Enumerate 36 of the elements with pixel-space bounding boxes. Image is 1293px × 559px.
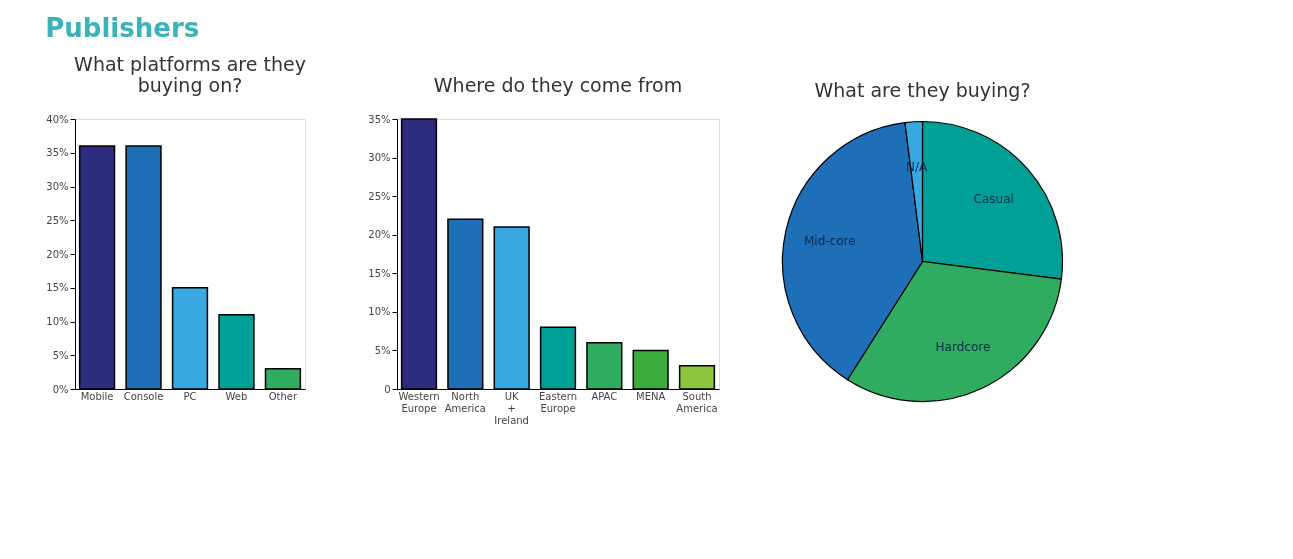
- y-tick-label: 30%: [46, 181, 69, 192]
- y-tick-label: 0: [384, 383, 391, 395]
- slice-label: Casual: [973, 191, 1014, 206]
- chart-title: What platforms are they buying on?: [74, 53, 306, 96]
- x-tick-label: Web: [225, 390, 248, 402]
- y-tick-label: 25%: [368, 190, 391, 202]
- text: Publishers: [45, 12, 200, 43]
- y-tick-label: 10%: [46, 316, 69, 327]
- x-tick-label: Console: [123, 390, 164, 402]
- chart-title: Where do they come from: [433, 74, 683, 96]
- y-tick-label: 20%: [46, 248, 69, 260]
- x-tick-label: APAC: [591, 390, 618, 402]
- y-tick-label: 35%: [46, 147, 69, 159]
- slice-label: Mid-core: [803, 233, 856, 248]
- x-tick-label: Western Europe: [398, 390, 440, 414]
- chart-title: What are they buying?: [814, 79, 1031, 101]
- x-tick-label: PC: [183, 390, 197, 402]
- slice-label: Hardcore: [935, 340, 991, 355]
- y-tick-label: 35%: [368, 113, 391, 125]
- y-tick-label: 25%: [46, 214, 69, 226]
- x-tick-label: South America: [676, 390, 718, 414]
- y-tick-label: 5%: [374, 344, 391, 356]
- x-tick-label: UK + Ireland: [494, 390, 529, 426]
- x-tick-label: North America: [444, 390, 486, 414]
- y-tick-label: 15%: [368, 267, 391, 279]
- y-tick-label: 20%: [368, 229, 391, 241]
- x-tick-label: Mobile: [80, 390, 114, 402]
- x-tick-label: MENA: [636, 390, 666, 402]
- x-tick-label: Eastern Europe: [538, 390, 578, 414]
- y-tick-label: 0%: [52, 383, 69, 395]
- y-tick-label: 15%: [46, 282, 69, 294]
- y-tick-label: 40%: [46, 113, 69, 125]
- y-tick-label: 30%: [368, 152, 391, 164]
- y-tick-label: 5%: [52, 349, 69, 361]
- y-tick-label: 10%: [368, 306, 391, 318]
- x-tick-label: Other: [268, 390, 299, 402]
